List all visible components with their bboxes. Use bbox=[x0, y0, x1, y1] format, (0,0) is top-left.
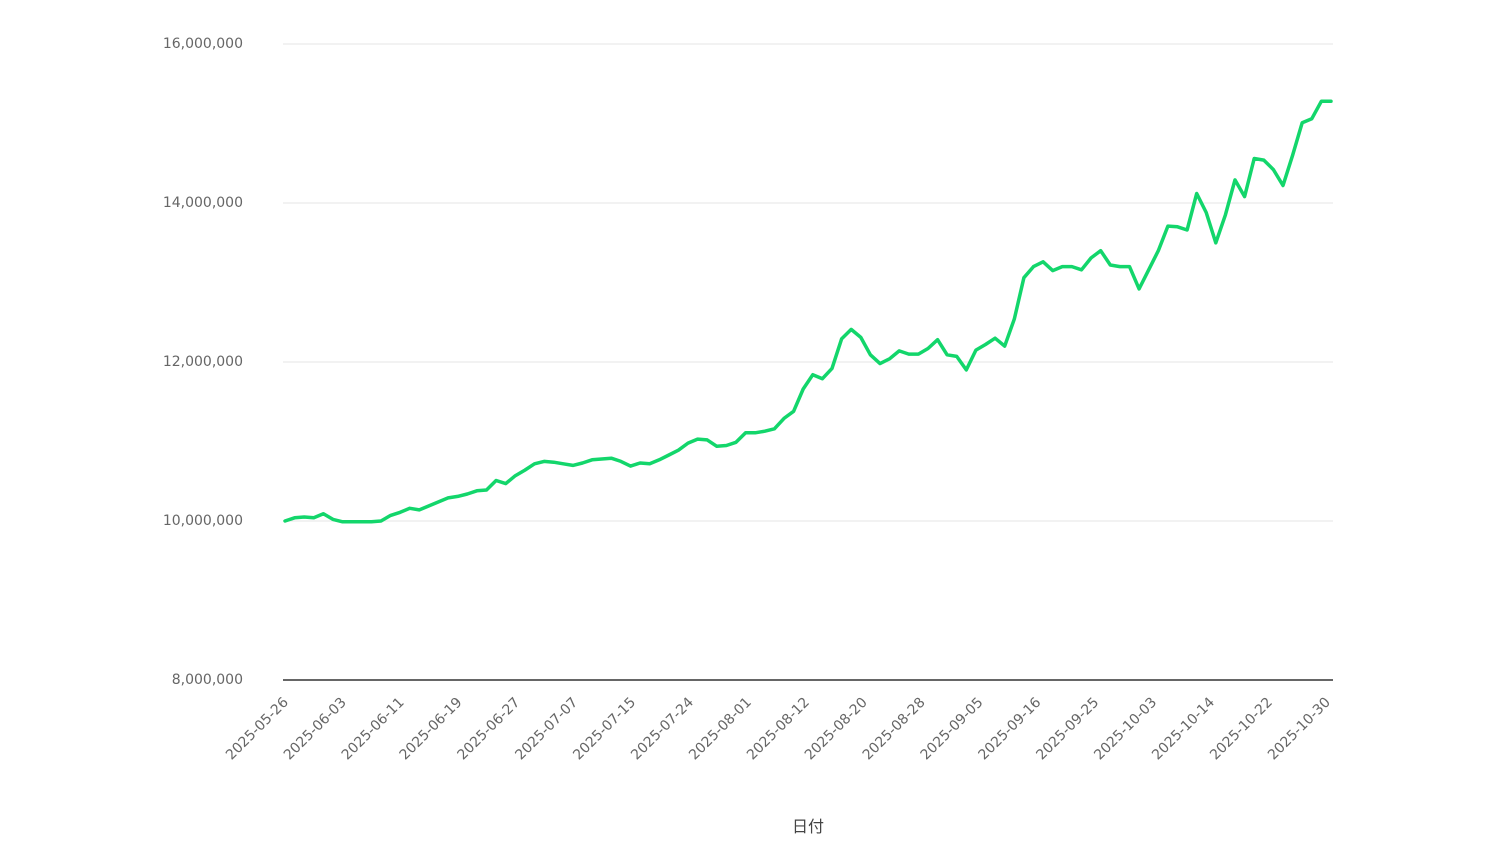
series-line bbox=[283, 99, 1333, 524]
y-axis-ticks: 8,000,000 10,000,000 12,000,000 14,000,000 1… bbox=[163, 36, 243, 688]
y-tick-label: 8,000,000 bbox=[172, 672, 243, 688]
x-axis-ticks: 2025-05-262025-06-032025-06-112025-06-19… bbox=[223, 694, 1334, 763]
y-tick-label: 12,000,000 bbox=[163, 354, 243, 370]
y-tick-label: 16,000,000 bbox=[163, 36, 243, 52]
y-tick-label: 10,000,000 bbox=[163, 513, 243, 529]
series-layer bbox=[283, 99, 1333, 524]
x-tick-label: 2025-10-30 bbox=[1265, 695, 1334, 764]
x-axis-title: 日付 bbox=[792, 817, 824, 836]
grid-lines bbox=[283, 43, 1333, 681]
y-tick-label: 14,000,000 bbox=[163, 195, 243, 211]
